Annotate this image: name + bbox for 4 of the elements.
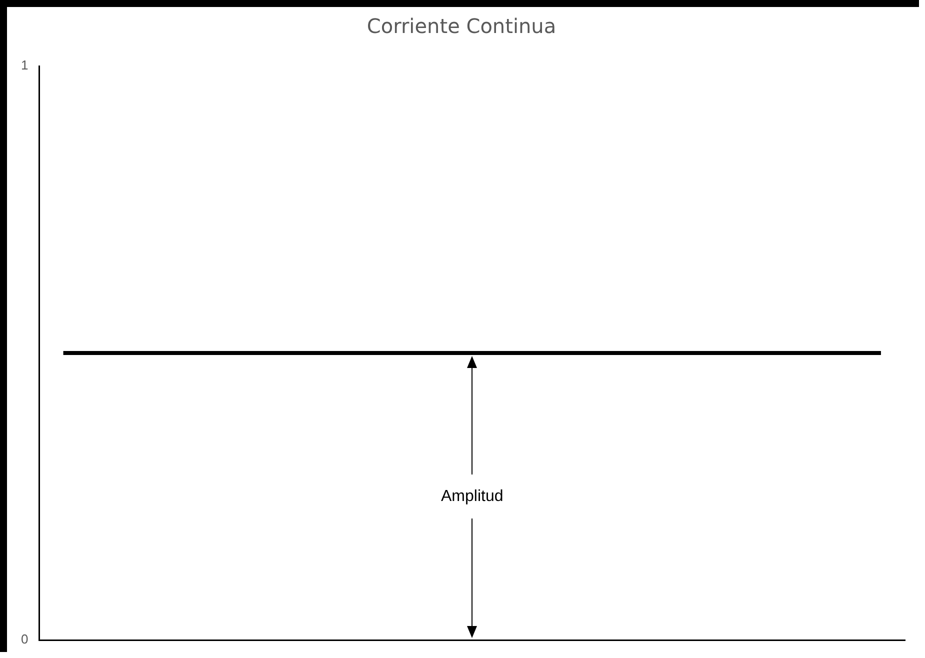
y-tick-label: 0 bbox=[20, 632, 28, 647]
y-tick-label: 1 bbox=[20, 58, 28, 73]
annotation: Amplitud bbox=[440, 488, 504, 505]
chart-title: Corriente Continua bbox=[366, 14, 556, 38]
